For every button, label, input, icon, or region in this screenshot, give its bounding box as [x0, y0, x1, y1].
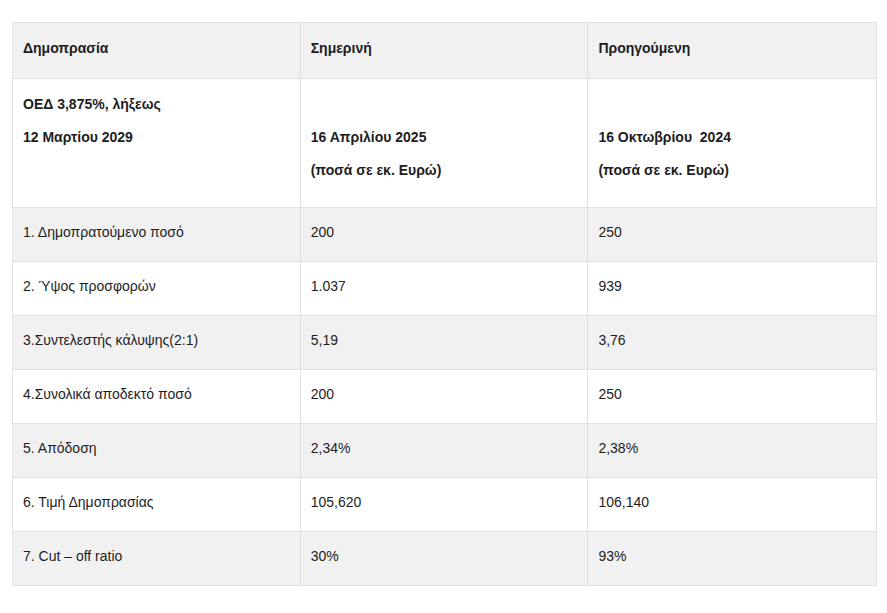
- column-header-auction: Δημοπρασία: [13, 23, 301, 79]
- row-previous-value: 939: [588, 262, 877, 316]
- column-header-current: Σημερινή: [300, 23, 588, 79]
- spacer: [311, 94, 578, 127]
- row-previous-value: 2,38%: [588, 424, 877, 478]
- auction-table: Δημοπρασία Σημερινή Προηγούμενη ΟΕΔ 3,87…: [12, 22, 877, 586]
- table-row-auction-price: 6. Τιμή Δημοπρασίας 105,620 106,140: [13, 478, 877, 532]
- bond-info-row: ΟΕΔ 3,875%, λήξεως 12 Μαρτίου 2029 16 Απ…: [13, 79, 877, 208]
- row-label: 3.Συντελεστής κάλυψης(2:1): [13, 316, 301, 370]
- table-header-row: Δημοπρασία Σημερινή Προηγούμενη: [13, 23, 877, 79]
- current-auction-date-cell: 16 Απριλίου 2025 (ποσά σε εκ. Ευρώ): [300, 79, 588, 208]
- row-previous-value: 93%: [588, 532, 877, 586]
- table-row-yield: 5. Απόδοση 2,34% 2,38%: [13, 424, 877, 478]
- row-current-value: 200: [300, 208, 588, 262]
- page: Δημοπρασία Σημερινή Προηγούμενη ΟΕΔ 3,87…: [0, 0, 887, 613]
- row-label: 7. Cut – off ratio: [13, 532, 301, 586]
- row-previous-value: 250: [588, 208, 877, 262]
- row-previous-value: 106,140: [588, 478, 877, 532]
- row-previous-value: 3,76: [588, 316, 877, 370]
- table-row-auctioned-amount: 1. Δημοπρατούμενο ποσό 200 250: [13, 208, 877, 262]
- bond-name-cell: ΟΕΔ 3,875%, λήξεως 12 Μαρτίου 2029: [13, 79, 301, 208]
- previous-auction-date: 16 Οκτωβρίου 2024: [598, 127, 866, 148]
- row-label: 1. Δημοπρατούμενο ποσό: [13, 208, 301, 262]
- current-auction-unit: (ποσά σε εκ. Ευρώ): [311, 160, 578, 181]
- row-current-value: 30%: [300, 532, 588, 586]
- row-label: 5. Απόδοση: [13, 424, 301, 478]
- row-current-value: 105,620: [300, 478, 588, 532]
- row-label: 6. Τιμή Δημοπρασίας: [13, 478, 301, 532]
- table-row-bids-amount: 2. Ύψος προσφορών 1.037 939: [13, 262, 877, 316]
- bond-name-line: ΟΕΔ 3,875%, λήξεως: [23, 94, 290, 115]
- row-current-value: 5,19: [300, 316, 588, 370]
- row-current-value: 2,34%: [300, 424, 588, 478]
- current-auction-date: 16 Απριλίου 2025: [311, 127, 578, 148]
- row-label: 2. Ύψος προσφορών: [13, 262, 301, 316]
- bond-maturity-line: 12 Μαρτίου 2029: [23, 127, 290, 148]
- previous-auction-unit: (ποσά σε εκ. Ευρώ): [598, 160, 866, 181]
- table-row-coverage-ratio: 3.Συντελεστής κάλυψης(2:1) 5,19 3,76: [13, 316, 877, 370]
- row-label: 4.Συνολικά αποδεκτό ποσό: [13, 370, 301, 424]
- table-row-cutoff-ratio: 7. Cut – off ratio 30% 93%: [13, 532, 877, 586]
- table-row-accepted-amount: 4.Συνολικά αποδεκτό ποσό 200 250: [13, 370, 877, 424]
- spacer: [598, 94, 866, 127]
- previous-auction-date-cell: 16 Οκτωβρίου 2024 (ποσά σε εκ. Ευρώ): [588, 79, 877, 208]
- column-header-previous: Προηγούμενη: [588, 23, 877, 79]
- row-current-value: 1.037: [300, 262, 588, 316]
- row-previous-value: 250: [588, 370, 877, 424]
- row-current-value: 200: [300, 370, 588, 424]
